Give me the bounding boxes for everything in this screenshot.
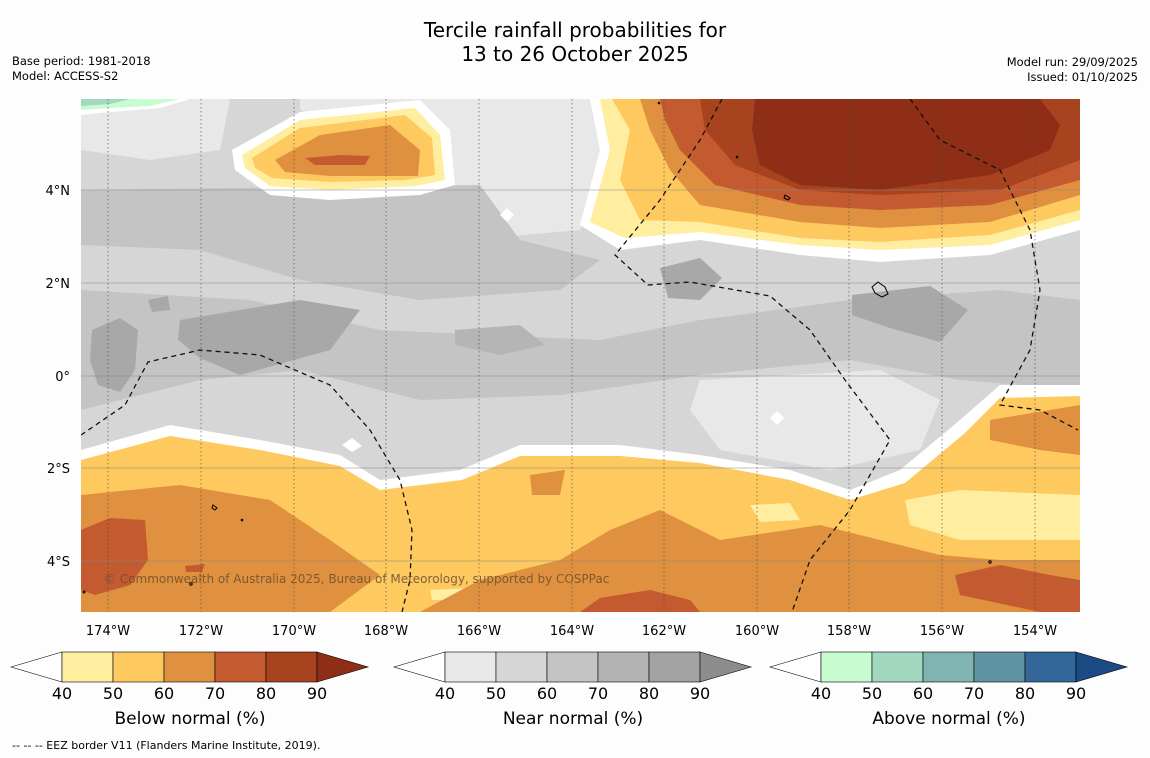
colorbar-segment xyxy=(546,651,599,683)
lon-tick-label: 168°W xyxy=(364,624,408,639)
colorbar-segment xyxy=(922,651,975,683)
lon-tick-label: 166°W xyxy=(457,624,501,639)
lat-tick-label: 4°S xyxy=(47,555,70,570)
copyright-text: © Commonwealth of Australia 2025, Bureau… xyxy=(104,572,609,586)
colorbar-segment xyxy=(1024,651,1077,683)
colorbar-segment xyxy=(163,651,216,683)
colorbar-segment xyxy=(597,651,650,683)
colorbar-tick-label: 90 xyxy=(690,684,710,703)
colorbar: 40 50 60 70 80 90 xyxy=(768,651,1129,703)
lon-tick-label: 158°W xyxy=(827,624,871,639)
lon-tick-label: 156°W xyxy=(920,624,964,639)
eez-footnote: -- -- -- EEZ border V11 (Flanders Marine… xyxy=(12,739,321,752)
colorbars: 40 50 60 70 80 90 40 50 60 70 80 90 40 50 60 70 80 90 xyxy=(9,651,1129,703)
colorbar-tick-label: 50 xyxy=(486,684,506,703)
colorbar-segment xyxy=(820,651,873,683)
latitude-labels: 4°N 2°N 0° 2°S 4°S xyxy=(46,184,71,570)
colorbar-tick-label: 80 xyxy=(639,684,659,703)
colorbar-tick-label: 40 xyxy=(435,684,455,703)
colorbar-segment xyxy=(265,651,318,683)
colorbar-tick-label: 70 xyxy=(205,684,225,703)
colorbar-segment xyxy=(61,651,114,683)
lon-tick-label: 154°W xyxy=(1013,624,1057,639)
colorbar-tick-label: 50 xyxy=(862,684,882,703)
eez-borders xyxy=(81,99,1079,612)
lat-tick-label: 2°N xyxy=(46,277,71,292)
lat-tick-label: 0° xyxy=(55,370,70,385)
colorbar-segment xyxy=(444,651,497,683)
colorbar-segment xyxy=(495,651,548,683)
probability-field xyxy=(81,99,1080,612)
lon-tick-label: 162°W xyxy=(642,624,686,639)
meta-right: Model run: 29/09/2025 Issued: 01/10/2025 xyxy=(1007,55,1138,85)
colorbar-tick-label: 60 xyxy=(913,684,933,703)
figure-title: Tercile rainfall probabilities for 13 to… xyxy=(0,18,1150,66)
colorbar-over-triangle xyxy=(699,651,753,683)
longitude-labels: 174°W 172°W 170°W 168°W 166°W 164°W 162°W 160°W… xyxy=(86,624,1057,639)
colorbar-over-triangle xyxy=(316,651,370,683)
colorbar-under-triangle xyxy=(9,651,63,683)
colorbar-over-triangle xyxy=(1075,651,1129,683)
issued-date: Issued: 01/10/2025 xyxy=(1027,70,1138,84)
colorbar-under-triangle xyxy=(392,651,446,683)
colorbar: 40 50 60 70 80 90 xyxy=(9,651,370,703)
meta-left: Base period: 1981-2018 Model: ACCESS-S2 xyxy=(12,54,151,84)
colorbar-tick-label: 80 xyxy=(256,684,276,703)
colorbar: 40 50 60 70 80 90 xyxy=(392,651,753,703)
model-name: Model: ACCESS-S2 xyxy=(12,69,119,83)
colorbar-segment xyxy=(112,651,165,683)
colorbar-tick-label: 90 xyxy=(1066,684,1086,703)
colorbar-tick-label: 60 xyxy=(154,684,174,703)
colorbar-tick-label: 50 xyxy=(103,684,123,703)
colorbar-tick-label: 40 xyxy=(811,684,831,703)
islands xyxy=(82,101,992,594)
colorbar-segment xyxy=(871,651,924,683)
near-normal-colorbar-label: Near normal (%) xyxy=(502,709,644,729)
lon-tick-label: 174°W xyxy=(86,624,130,639)
colorbar-tick-label: 70 xyxy=(588,684,608,703)
graticule xyxy=(81,99,1080,612)
lon-tick-label: 170°W xyxy=(272,624,316,639)
colorbar-tick-label: 40 xyxy=(52,684,72,703)
colorbar-segment xyxy=(973,651,1026,683)
colorbar-segment xyxy=(648,651,701,683)
lat-tick-label: 2°S xyxy=(47,462,70,477)
lon-tick-label: 172°W xyxy=(179,624,223,639)
above-normal-colorbar-label: Above normal (%) xyxy=(872,709,1026,729)
base-period: Base period: 1981-2018 xyxy=(12,54,151,68)
colorbar-tick-label: 60 xyxy=(537,684,557,703)
lon-tick-label: 164°W xyxy=(550,624,594,639)
lat-tick-label: 4°N xyxy=(46,184,71,199)
colorbar-under-triangle xyxy=(768,651,822,683)
colorbar-tick-label: 90 xyxy=(307,684,327,703)
colorbar-segment xyxy=(214,651,267,683)
title-line-1: Tercile rainfall probabilities for xyxy=(423,18,727,42)
model-run: Model run: 29/09/2025 xyxy=(1006,55,1138,69)
colorbar-tick-label: 80 xyxy=(1015,684,1035,703)
title-line-2: 13 to 26 October 2025 xyxy=(461,42,689,66)
colorbar-tick-label: 70 xyxy=(964,684,984,703)
below-normal-colorbar-label: Below normal (%) xyxy=(114,709,266,729)
lon-tick-label: 160°W xyxy=(735,624,779,639)
